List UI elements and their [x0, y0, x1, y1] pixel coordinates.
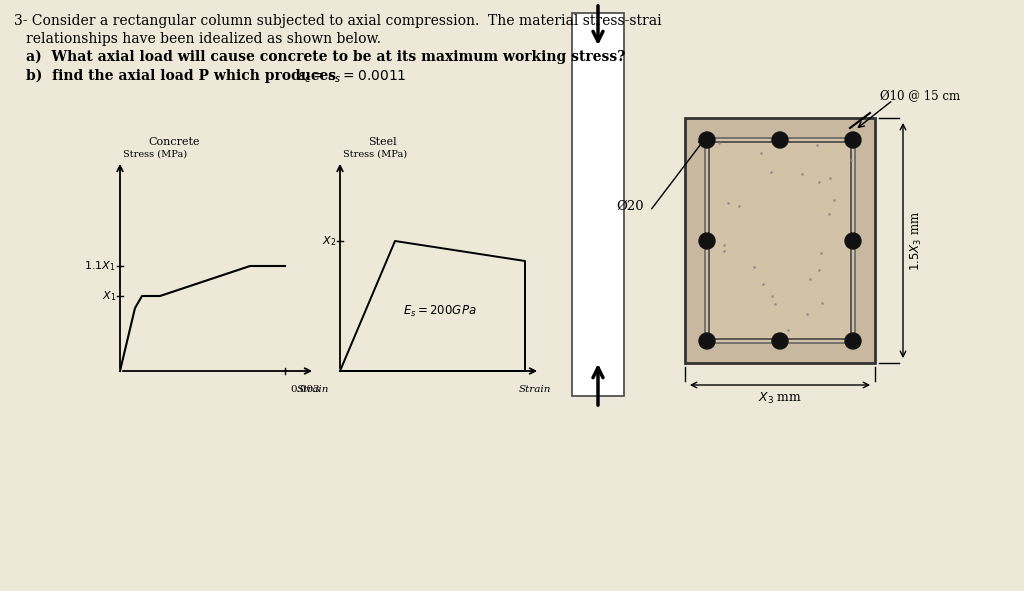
Circle shape	[772, 333, 788, 349]
Bar	[572, 13, 624, 396]
Text: 3- Consider a rectangular column subjected to axial compression.  The material s: 3- Consider a rectangular column subject…	[14, 14, 662, 28]
Text: Ø10 @ 15 cm: Ø10 @ 15 cm	[880, 90, 961, 103]
Text: $1.1X_1$: $1.1X_1$	[84, 259, 116, 273]
Circle shape	[699, 333, 715, 349]
Text: $X_2$: $X_2$	[322, 234, 336, 248]
Circle shape	[845, 333, 861, 349]
Text: Strain: Strain	[519, 385, 551, 394]
Text: relationships have been idealized as shown below.: relationships have been idealized as sho…	[26, 32, 381, 46]
Text: 0.003: 0.003	[290, 385, 319, 394]
Text: $X_1$: $X_1$	[101, 289, 116, 303]
Text: Ø20: Ø20	[616, 200, 644, 213]
Circle shape	[845, 233, 861, 249]
Text: $\varepsilon_c = \varepsilon_s = 0.0011$: $\varepsilon_c = \varepsilon_s = 0.0011$	[297, 69, 407, 86]
Text: Strain: Strain	[297, 385, 329, 394]
Circle shape	[845, 132, 861, 148]
Text: b)  find the axial load P which produces: b) find the axial load P which produces	[26, 69, 341, 83]
Text: Stress (MPa): Stress (MPa)	[343, 150, 408, 159]
Text: $1.5X_3$ mm: $1.5X_3$ mm	[909, 211, 924, 271]
Text: $E_s=200GPa$: $E_s=200GPa$	[403, 303, 477, 319]
Text: a)  What axial load will cause concrete to be at its maximum working stress?: a) What axial load will cause concrete t…	[26, 50, 626, 64]
Circle shape	[772, 132, 788, 148]
Text: Stress (MPa): Stress (MPa)	[123, 150, 187, 159]
Bar	[685, 118, 874, 363]
Text: $X_3$ mm: $X_3$ mm	[758, 391, 802, 406]
Text: Steel: Steel	[368, 137, 396, 147]
Circle shape	[699, 233, 715, 249]
Text: Concrete: Concrete	[148, 137, 200, 147]
Circle shape	[699, 132, 715, 148]
Bar	[705, 138, 855, 343]
Bar	[709, 142, 851, 339]
